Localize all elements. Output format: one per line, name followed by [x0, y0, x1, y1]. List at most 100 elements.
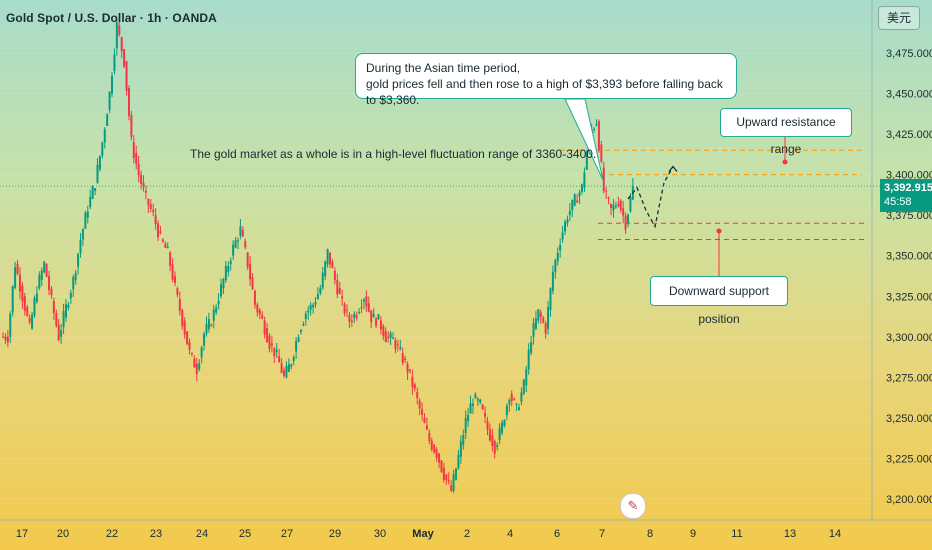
- candle-body: [101, 142, 104, 156]
- candle-body: [622, 208, 625, 216]
- candle-body: [98, 155, 101, 170]
- candle-body: [566, 219, 569, 224]
- support-callout[interactable]: Downward support position: [650, 276, 788, 326]
- time-tick-label: 20: [57, 528, 69, 540]
- candle-body: [79, 240, 82, 254]
- candle-body: [251, 277, 254, 290]
- tradingview-logo-icon[interactable]: ✎: [620, 493, 646, 519]
- candle-body: [246, 252, 249, 268]
- candle-body: [508, 400, 511, 405]
- candle-body: [627, 214, 629, 224]
- resistance-callout[interactable]: Upward resistance range: [720, 108, 852, 156]
- price-tick-label: 3,300.000: [886, 332, 932, 344]
- candle-body: [195, 363, 198, 375]
- currency-button[interactable]: 美元: [878, 6, 920, 30]
- candle-body: [147, 198, 150, 206]
- candle-body: [312, 304, 315, 308]
- candle-body: [372, 313, 375, 318]
- candle-body: [21, 285, 24, 302]
- candle-body: [425, 425, 428, 430]
- price-tick-label: 3,475.000: [886, 48, 932, 60]
- candle-body: [26, 307, 29, 316]
- price-tick-label: 3,225.000: [886, 453, 932, 465]
- candle-body: [220, 284, 223, 297]
- candle-body: [387, 336, 390, 338]
- candle-body: [396, 344, 399, 346]
- asian-session-callout[interactable]: During the Asian time period, gold price…: [355, 53, 737, 107]
- candle-body: [181, 309, 184, 326]
- candle-body: [91, 186, 94, 199]
- candle-body: [190, 353, 193, 355]
- candle-body: [263, 320, 266, 335]
- candle-body: [355, 315, 358, 318]
- candle-body: [481, 404, 484, 410]
- candle-body: [498, 427, 501, 441]
- candle-body: [505, 405, 508, 416]
- candle-body: [72, 276, 75, 290]
- time-tick-label: 2: [464, 528, 470, 540]
- candle-body: [127, 88, 130, 116]
- range-note: The gold market as a whole is in a high-…: [190, 147, 597, 161]
- price-tick-label: 3,200.000: [886, 494, 932, 506]
- candle-body: [198, 363, 201, 370]
- candle-body: [556, 253, 559, 262]
- candle-body: [571, 199, 574, 211]
- candle-body: [203, 333, 206, 346]
- time-tick-label: 8: [647, 528, 653, 540]
- candle-body: [522, 380, 525, 394]
- candle-body: [50, 288, 53, 296]
- asian-note-line1: During the Asian time period,: [366, 61, 521, 75]
- candle-body: [433, 444, 436, 453]
- candle-body: [164, 243, 167, 248]
- candle-body: [161, 239, 164, 242]
- candle-body: [580, 184, 583, 192]
- candle-body: [362, 299, 365, 302]
- candle-body: [304, 313, 307, 319]
- candle-body: [183, 320, 186, 335]
- candle-body: [205, 324, 208, 334]
- candle-body: [222, 278, 225, 289]
- candle-body: [290, 364, 293, 367]
- candle-body: [486, 421, 489, 430]
- candle-body: [389, 333, 392, 338]
- candle-body: [261, 315, 264, 319]
- candle-body: [232, 244, 235, 256]
- candle-body: [343, 304, 346, 314]
- candle-body: [258, 309, 261, 315]
- candle-body: [379, 320, 382, 330]
- symbol-title: Gold Spot / U.S. Dollar · 1h · OANDA: [6, 11, 217, 25]
- candle-body: [600, 144, 603, 162]
- candle-body: [86, 211, 89, 218]
- price-tick-label: 3,425.000: [886, 129, 932, 141]
- candle-body: [239, 226, 242, 236]
- candle-body: [40, 270, 43, 281]
- candle-body: [4, 336, 7, 341]
- candle-body: [77, 253, 80, 267]
- candle-body: [341, 296, 344, 299]
- projection-path: [627, 165, 678, 229]
- time-tick-label: 6: [554, 528, 560, 540]
- candle-body: [610, 203, 613, 209]
- candle-body: [316, 294, 319, 299]
- candle-body: [382, 326, 385, 337]
- price-tick-label: 3,250.000: [886, 413, 932, 425]
- candle-body: [474, 394, 477, 399]
- candle-body: [178, 298, 181, 311]
- candle-body: [377, 314, 380, 320]
- candle-body: [193, 358, 196, 368]
- candle-body: [496, 445, 499, 448]
- candle-body: [404, 358, 407, 360]
- candle-body: [169, 252, 172, 266]
- candle-body: [256, 304, 259, 313]
- candle-body: [295, 341, 298, 352]
- time-tick-label: 29: [329, 528, 341, 540]
- candle-body: [302, 324, 305, 326]
- candle-body: [399, 346, 402, 349]
- candle-body: [244, 241, 247, 248]
- price-tick-label: 3,450.000: [886, 89, 932, 101]
- candle-body: [503, 420, 506, 427]
- candle-body: [442, 467, 445, 480]
- time-tick-label: 17: [16, 528, 28, 540]
- time-tick-label: 7: [599, 528, 605, 540]
